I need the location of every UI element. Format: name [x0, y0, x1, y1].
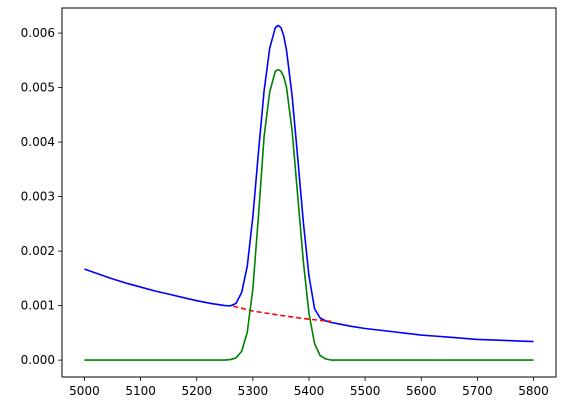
series-line-3 — [84, 68, 534, 361]
x-tick-label: 5700 — [462, 384, 493, 398]
x-tick-label: 5800 — [518, 384, 549, 398]
series-line-2 — [233, 305, 332, 323]
plot-frame — [61, 7, 557, 378]
y-tick-label: 0.001 — [21, 299, 55, 313]
x-tick-label: 5600 — [406, 384, 437, 398]
x-axis: 5000 5100 5200 5300 5400 5500 5600 5700 5800 — [69, 377, 549, 398]
y-tick-label: 0.000 — [21, 353, 55, 367]
y-tick-label: 0.005 — [21, 81, 55, 95]
y-tick-label: 0.003 — [21, 190, 55, 204]
x-tick-label: 5100 — [125, 384, 156, 398]
x-tick-label: 5000 — [69, 384, 100, 398]
y-axis: 0.000 0.001 0.002 0.003 0.004 0.005 0.006 — [21, 26, 62, 367]
y-tick-label: 0.004 — [21, 135, 55, 149]
x-tick-label: 5300 — [238, 384, 269, 398]
x-tick-label: 5200 — [181, 384, 212, 398]
y-tick-label: 0.002 — [21, 244, 55, 258]
series-layer — [84, 24, 534, 361]
y-tick-label: 0.006 — [21, 26, 55, 40]
series-line-1 — [84, 24, 534, 343]
x-tick-label: 5400 — [294, 384, 325, 398]
x-tick-label: 5500 — [350, 384, 381, 398]
